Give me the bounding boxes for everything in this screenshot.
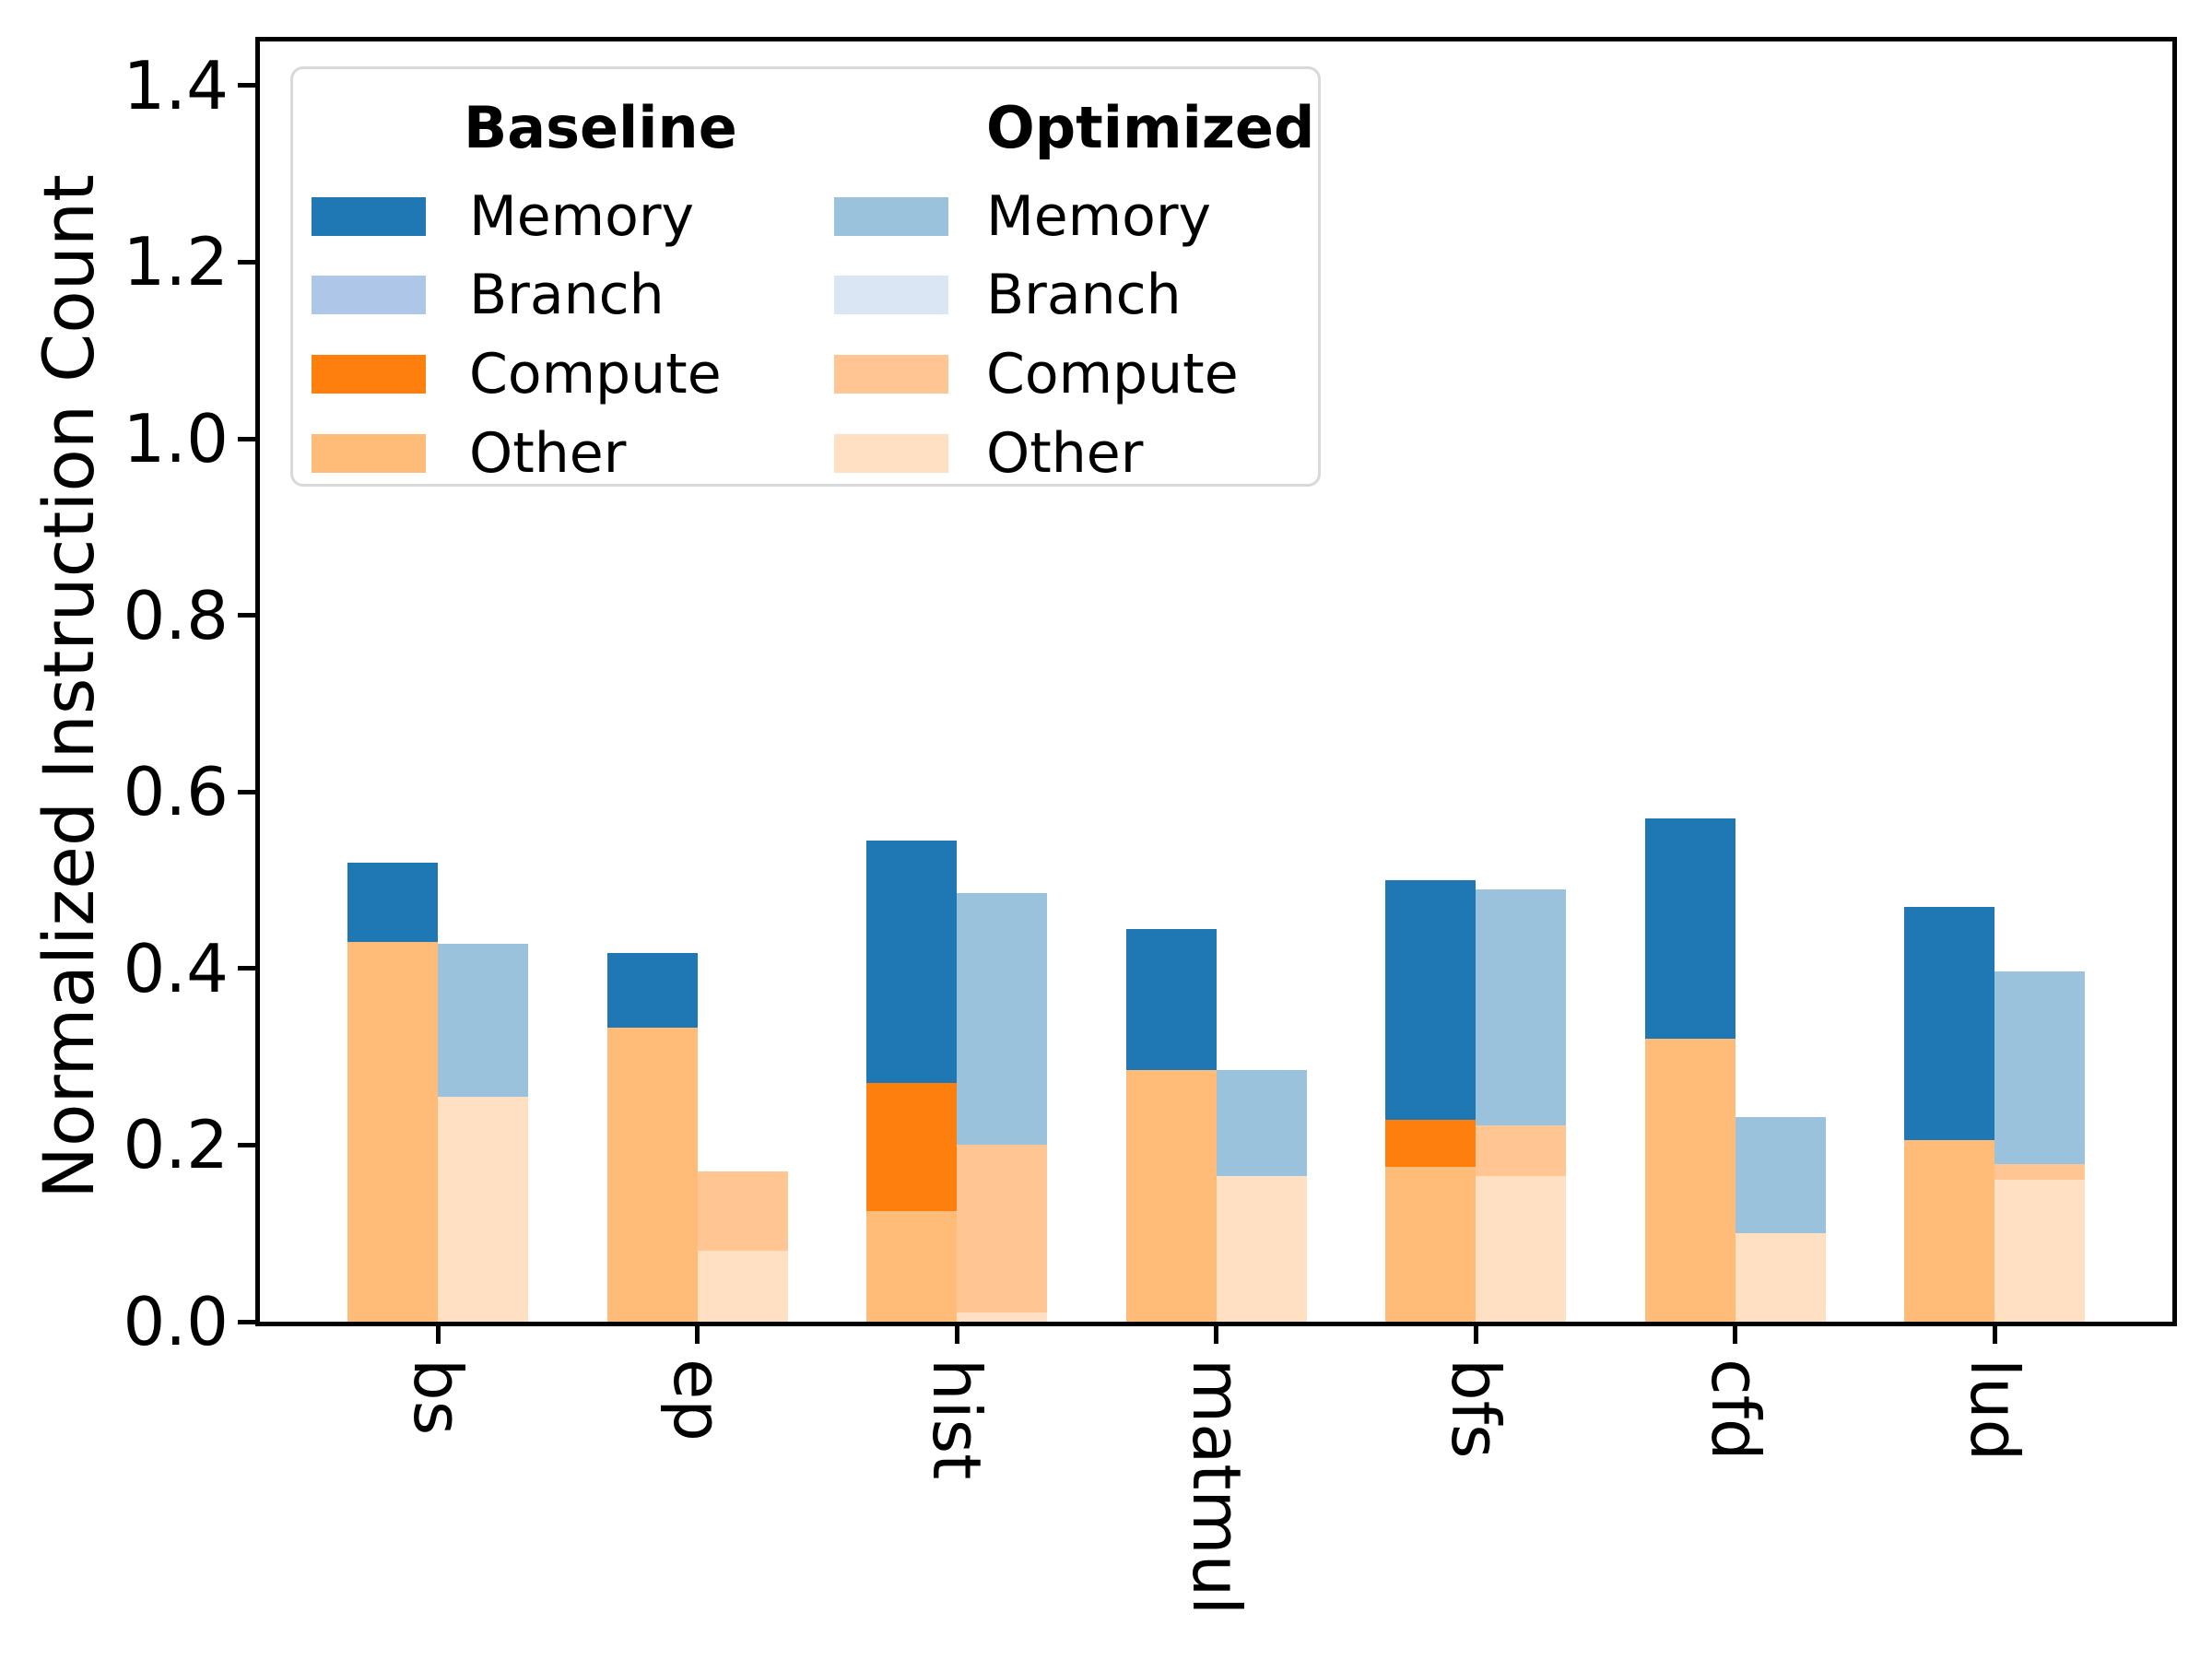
bar-segment-optimized-compute-hist: [957, 1145, 1047, 1322]
legend-label-baseline-branch: Branch: [469, 263, 665, 327]
legend-label-optimized-compute: Compute: [986, 342, 1239, 406]
y-tick-label: 1.2: [123, 223, 229, 301]
legend-swatch-baseline-compute: [312, 355, 426, 394]
y-axis-label: Normalized Instruction Count: [28, 174, 110, 1199]
y-tick-mark: [238, 613, 255, 618]
y-tick-mark: [238, 83, 255, 88]
legend-swatch-optimized-compute: [834, 355, 948, 394]
bar-segment-baseline-other-hist: [866, 1211, 957, 1322]
y-tick-label: 0.8: [123, 576, 229, 654]
y-tick-label: 0.0: [123, 1283, 229, 1360]
legend-header-optimized: Optimized: [986, 94, 1315, 161]
legend-label-optimized-memory: Memory: [986, 184, 1212, 249]
legend-swatch-baseline-branch: [312, 276, 426, 314]
x-tick-label-lud: lud: [1956, 1359, 2033, 1462]
x-tick-mark: [1214, 1326, 1218, 1344]
x-tick-mark: [695, 1326, 700, 1344]
bar-segment-baseline-other-matmul: [1125, 1069, 1217, 1322]
bar-segment-optimized-other-bfs: [1476, 1175, 1566, 1322]
bar-segment-baseline-other-bs: [347, 942, 438, 1322]
x-tick-mark: [1473, 1326, 1478, 1344]
x-tick-mark: [435, 1326, 441, 1344]
y-tick-label: 0.6: [123, 753, 229, 831]
x-tick-mark: [954, 1326, 959, 1344]
legend: Baseline Memory Branch Compute Other Optimize…: [290, 66, 1321, 487]
bar-segment-baseline-other-bfs: [1385, 1167, 1476, 1322]
bar-segment-optimized-other-lud: [1994, 1179, 2085, 1322]
legend-header-baseline: Baseline: [464, 94, 737, 161]
x-tick-label-hist: hist: [918, 1359, 995, 1480]
x-tick-label-bfs: bfs: [1437, 1359, 1514, 1459]
legend-swatch-baseline-other: [312, 434, 426, 473]
bar-segment-optimized-other-hist: [957, 1312, 1047, 1322]
bar-segment-baseline-other-lud: [1904, 1139, 1994, 1322]
y-tick-mark: [238, 436, 255, 441]
legend-label-baseline-memory: Memory: [469, 184, 695, 249]
bar-segment-baseline-other-ep: [606, 1027, 698, 1322]
y-tick-label: 1.0: [123, 400, 229, 477]
y-tick-mark: [238, 1319, 255, 1324]
bar-segment-optimized-other-ep: [697, 1251, 788, 1322]
legend-swatch-optimized-memory: [834, 197, 948, 236]
bar-segment-baseline-other-cfd: [1644, 1039, 1735, 1322]
legend-swatch-optimized-branch: [834, 276, 948, 314]
x-tick-mark: [1733, 1326, 1737, 1344]
x-tick-mark: [1992, 1326, 1997, 1344]
x-tick-label-ep: ep: [658, 1359, 736, 1441]
legend-label-optimized-other: Other: [986, 421, 1144, 486]
y-tick-mark: [238, 966, 255, 971]
x-tick-label-matmul: matmul: [1177, 1359, 1255, 1616]
legend-swatch-optimized-other: [834, 434, 948, 473]
x-tick-label-bs: bs: [399, 1359, 477, 1436]
legend-label-baseline-compute: Compute: [469, 342, 722, 406]
y-tick-mark: [238, 259, 255, 265]
y-tick-label: 0.4: [123, 929, 229, 1007]
legend-swatch-baseline-memory: [312, 197, 426, 236]
legend-label-baseline-other: Other: [469, 421, 627, 486]
bar-segment-optimized-other-cfd: [1735, 1233, 1826, 1322]
bar-segment-optimized-other-bs: [438, 1096, 528, 1322]
legend-label-optimized-branch: Branch: [986, 263, 1182, 327]
y-tick-mark: [238, 789, 255, 794]
y-tick-label: 1.4: [123, 46, 229, 124]
y-tick-mark: [238, 1142, 255, 1147]
y-tick-label: 0.2: [123, 1106, 229, 1184]
x-tick-label-cfd: cfd: [1696, 1359, 1774, 1461]
bar-segment-optimized-other-matmul: [1216, 1175, 1307, 1322]
